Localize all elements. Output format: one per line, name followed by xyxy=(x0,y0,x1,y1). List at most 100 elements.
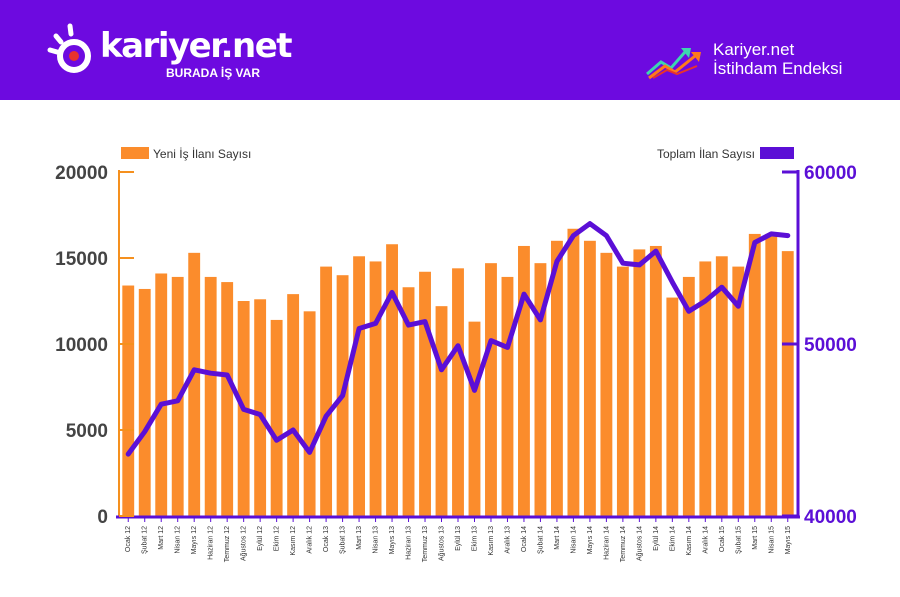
line-point-17 xyxy=(390,290,395,295)
x-axis-category-label: Ekim 12 xyxy=(274,526,281,551)
x-axis-category-label: Mart 12 xyxy=(158,526,165,550)
right-axis-tick-label: 50000 xyxy=(804,335,857,356)
bar-16 xyxy=(369,261,382,516)
right-axis-tick-label: 60000 xyxy=(804,163,857,184)
bar-12 xyxy=(303,311,316,516)
x-axis-category-label: Şubat 14 xyxy=(537,526,544,554)
x-axis-category-label: Ocak 15 xyxy=(719,526,726,552)
line-point-1 xyxy=(126,452,131,457)
bar-30 xyxy=(600,252,613,516)
line-point-11 xyxy=(291,428,296,432)
left-axis-tick-label: 10000 xyxy=(55,335,108,356)
bar-19 xyxy=(419,271,431,516)
x-axis-category-label: Nisan 13 xyxy=(373,526,380,554)
bar-38 xyxy=(732,266,745,516)
x-axis-category-label: Mayıs 12 xyxy=(191,526,198,555)
x-axis-category-label: Aralık 12 xyxy=(307,526,314,554)
line-point-18 xyxy=(406,323,411,328)
bar-10 xyxy=(270,319,283,516)
x-axis-category-label: Şubat 13 xyxy=(340,526,347,554)
line-point-3 xyxy=(159,402,164,407)
line-point-41 xyxy=(785,233,790,238)
line-point-28 xyxy=(571,233,576,238)
bar-37 xyxy=(715,256,728,516)
x-axis-category-label: Mayıs 14 xyxy=(587,526,594,555)
line-point-4 xyxy=(175,398,180,403)
left-axis-tick-label: 5000 xyxy=(66,421,108,442)
bar-18 xyxy=(402,287,415,516)
bar-33 xyxy=(649,245,662,516)
x-axis-category-label: Mart 15 xyxy=(752,526,759,550)
brand-name: kariyer.net xyxy=(100,26,293,66)
bar-9 xyxy=(254,299,267,516)
line-point-21 xyxy=(456,343,460,348)
x-axis-category-label: Kasım 13 xyxy=(488,526,495,556)
x-axis-category-label: Haziran 12 xyxy=(208,526,215,560)
x-axis-category-label: Ekim 14 xyxy=(669,526,676,551)
x-axis-category-label: Ağustos 13 xyxy=(439,526,446,561)
line-point-2 xyxy=(142,429,147,434)
bar-29 xyxy=(583,240,596,517)
line-point-9 xyxy=(258,412,263,417)
line-point-27 xyxy=(554,259,559,264)
line-point-30 xyxy=(604,233,609,238)
bar-41 xyxy=(781,251,794,516)
employment-index-logo: Kariyer.net İstihdam Endeksi xyxy=(645,40,865,82)
x-axis-category-label: Haziran 13 xyxy=(406,526,413,560)
bar-5 xyxy=(188,252,201,516)
x-axis-category-label: Kasım 14 xyxy=(686,526,693,556)
bar-2 xyxy=(138,288,151,516)
x-axis-category-label: Kasım 12 xyxy=(290,526,297,556)
bar-11 xyxy=(287,294,300,516)
brand-tagline: BURADA İŞ VAR xyxy=(166,66,261,80)
line-point-5 xyxy=(192,367,197,372)
bar-39 xyxy=(748,233,761,517)
line-point-10 xyxy=(274,438,279,443)
bar-20 xyxy=(435,306,448,516)
line-point-35 xyxy=(686,309,691,314)
employment-chart: 0 5000 10000 15000 20000 40000 50000 60000 Ocak … xyxy=(55,147,857,562)
x-axis-category-label: Nisan 14 xyxy=(570,526,577,554)
bar-31 xyxy=(616,266,629,516)
line-point-37 xyxy=(719,285,724,290)
x-axis-category-label: Eylül 12 xyxy=(257,526,264,551)
x-axis-category-label: Aralık 13 xyxy=(504,526,511,554)
line-point-32 xyxy=(637,262,642,267)
bar-24 xyxy=(501,276,514,516)
x-axis-category-label: Temmuz 13 xyxy=(422,526,429,562)
x-axis-category-label: Ağustos 14 xyxy=(636,526,643,561)
x-axis-category-label: Eylül 14 xyxy=(653,526,660,551)
line-point-34 xyxy=(670,280,675,285)
x-axis-category-label: Temmuz 14 xyxy=(620,526,627,562)
line-point-16 xyxy=(373,321,378,326)
line-point-19 xyxy=(423,319,428,324)
line-point-24 xyxy=(505,345,510,350)
x-axis-category-label: Şubat 12 xyxy=(142,526,149,554)
x-axis-category-label: Ocak 14 xyxy=(521,526,528,552)
left-axis-tick-label: 20000 xyxy=(55,163,108,184)
bar-25 xyxy=(518,245,530,516)
bar-17 xyxy=(386,244,398,517)
right-axis-tick-label: 40000 xyxy=(804,507,857,528)
line-point-23 xyxy=(488,338,493,343)
x-axis-category-label: Eylül 13 xyxy=(455,526,462,551)
kariyer-logo[interactable]: kariyer.net BURADA İŞ VAR xyxy=(46,22,293,86)
bar-13 xyxy=(320,266,333,516)
bar-1 xyxy=(122,285,135,516)
index-title-line1: Kariyer.net xyxy=(713,40,795,59)
x-axis-category-label: Ocak 12 xyxy=(125,526,132,552)
left-axis-tick-label: 0 xyxy=(97,507,108,528)
line-point-39 xyxy=(752,240,757,245)
line-point-38 xyxy=(736,304,741,309)
line-point-6 xyxy=(208,371,213,376)
x-axis-category-label: Nisan 12 xyxy=(175,526,182,554)
bar-36 xyxy=(699,261,712,516)
bar-26 xyxy=(534,263,547,516)
bar-3 xyxy=(155,273,168,516)
header-banner: kariyer.net BURADA İŞ VAR Kariyer.net İs… xyxy=(0,0,900,100)
x-axis-category-label: Ağustos 12 xyxy=(241,526,248,561)
line-point-7 xyxy=(225,372,230,377)
x-axis-category-label: Şubat 15 xyxy=(735,526,742,554)
line-point-15 xyxy=(357,326,362,331)
bar-32 xyxy=(633,249,646,516)
